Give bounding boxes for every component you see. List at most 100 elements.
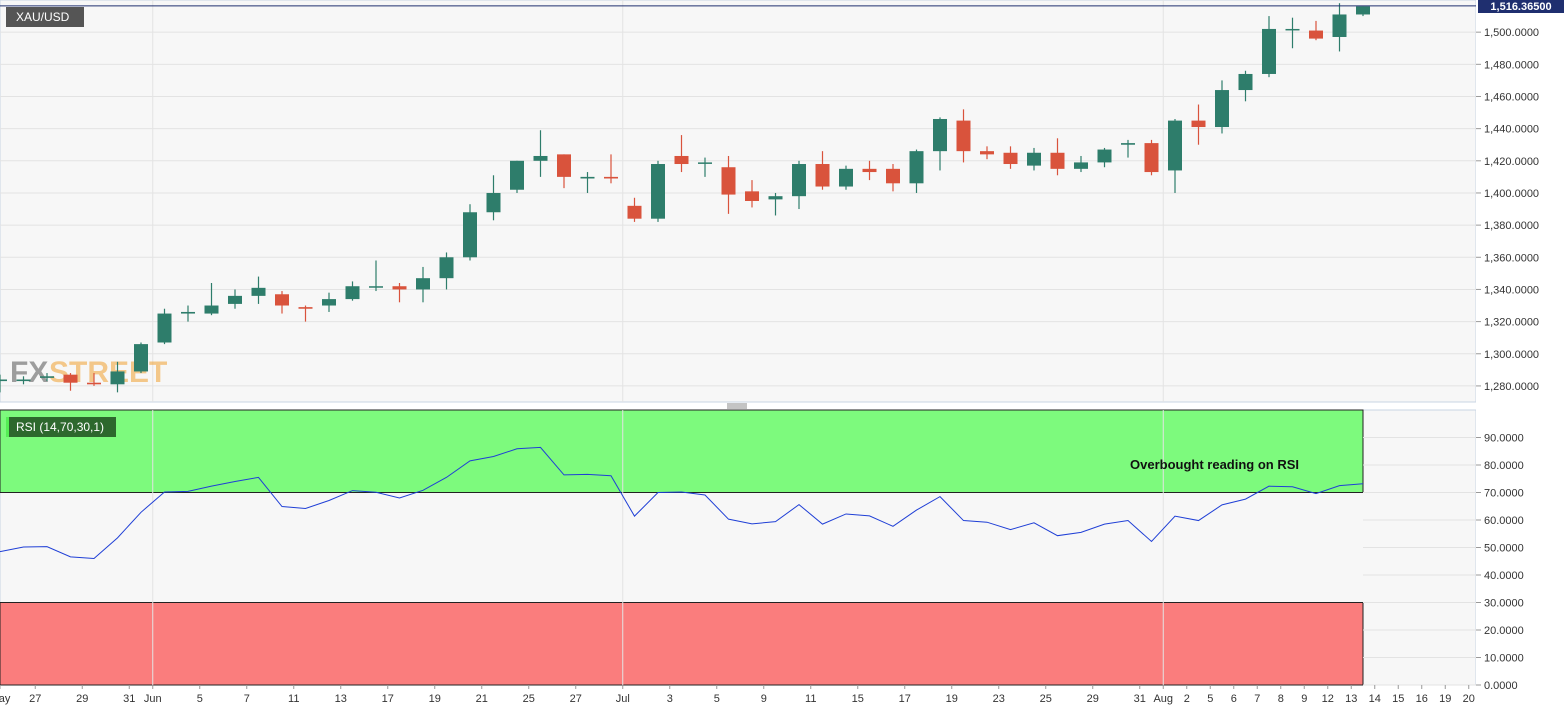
candle-body bbox=[251, 287, 266, 296]
x-tick-label: 19 bbox=[429, 693, 441, 705]
candle-body bbox=[110, 371, 125, 385]
candle-body bbox=[40, 376, 54, 378]
candle bbox=[40, 373, 54, 382]
x-tick-label: 11 bbox=[805, 693, 816, 705]
candle bbox=[1238, 70, 1253, 102]
candle-body bbox=[63, 374, 78, 383]
x-tick-label: 15 bbox=[1392, 693, 1404, 705]
rsi-gridlines bbox=[1363, 437, 1476, 686]
x-tick-label: 25 bbox=[523, 693, 535, 705]
x-tick-label: 17 bbox=[382, 693, 394, 705]
candle-body bbox=[1238, 73, 1253, 91]
price-panel-background bbox=[0, 0, 1477, 403]
candle bbox=[1168, 118, 1182, 193]
price-gridlines bbox=[0, 31, 1476, 387]
rsi-tick-label: 20.0000 bbox=[1484, 625, 1524, 637]
candle-body bbox=[580, 176, 595, 179]
rsi-annotation: Overbought reading on RSI bbox=[1130, 457, 1299, 472]
x-tick-label: 20 bbox=[1463, 693, 1475, 705]
candle bbox=[557, 154, 571, 189]
price-y-axis: 1,280.0000 1,300.0000 1,320.0000 1,340.0000… bbox=[1476, 27, 1539, 393]
rsi-tick-label: 60.0000 bbox=[1484, 515, 1524, 527]
x-axis: May272931Jun5711131719212527Jul359111517… bbox=[0, 685, 1475, 705]
price-tick-label: 1,340.0000 bbox=[1484, 284, 1539, 296]
rsi-y-axis: 0.0000 10.0000 20.0000 30.0000 40.0000 50.000… bbox=[1476, 433, 1524, 692]
candle bbox=[1332, 3, 1347, 52]
candle bbox=[956, 109, 971, 163]
candle-body bbox=[745, 191, 759, 201]
x-tick-label: 5 bbox=[197, 693, 203, 705]
candle-body bbox=[886, 168, 900, 184]
candle bbox=[698, 157, 712, 177]
candle bbox=[1356, 6, 1370, 17]
price-tick-label: 1,380.0000 bbox=[1484, 220, 1539, 232]
candle bbox=[416, 266, 430, 303]
candle-body bbox=[1168, 120, 1182, 171]
panel-resize-handle[interactable] bbox=[727, 403, 747, 409]
price-tick-label: 1,300.0000 bbox=[1484, 349, 1539, 361]
candle-body bbox=[157, 313, 172, 343]
candle-body bbox=[298, 307, 313, 309]
candle-body bbox=[1121, 143, 1135, 145]
candle-body bbox=[557, 154, 571, 177]
price-tick-label: 1,420.0000 bbox=[1484, 156, 1539, 168]
x-tick-label: 15 bbox=[852, 693, 864, 705]
candle-body bbox=[1356, 6, 1370, 15]
rsi-tick-label: 40.0000 bbox=[1484, 570, 1524, 582]
rsi-tick-label: 30.0000 bbox=[1484, 598, 1524, 610]
candle-body bbox=[345, 286, 360, 300]
candle-body bbox=[1097, 149, 1112, 163]
price-tick-label: 1,500.0000 bbox=[1484, 27, 1539, 39]
candle bbox=[1285, 17, 1300, 49]
rsi-tick-label: 70.0000 bbox=[1484, 488, 1524, 500]
rsi-tick-label: 90.0000 bbox=[1484, 433, 1524, 445]
candle bbox=[604, 154, 618, 184]
candle bbox=[745, 180, 759, 208]
candle bbox=[933, 117, 947, 171]
x-tick-label: 29 bbox=[76, 693, 88, 705]
x-tick-label: 9 bbox=[761, 693, 767, 705]
candle bbox=[862, 160, 877, 181]
price-tick-label: 1,400.0000 bbox=[1484, 188, 1539, 200]
candle bbox=[1121, 139, 1135, 158]
candle bbox=[580, 172, 595, 193]
candle bbox=[134, 342, 148, 374]
rsi-tick-label: 50.0000 bbox=[1484, 543, 1524, 555]
candle-body bbox=[1285, 28, 1300, 31]
candle bbox=[486, 175, 501, 221]
candle bbox=[839, 165, 853, 190]
rsi-zones bbox=[0, 409, 1364, 686]
candle bbox=[510, 160, 524, 193]
x-tick-label: Aug bbox=[1153, 693, 1173, 705]
candle-body bbox=[0, 379, 7, 382]
candle bbox=[16, 376, 31, 385]
candle bbox=[157, 308, 172, 345]
candle bbox=[110, 361, 125, 393]
x-tick-label: 7 bbox=[1254, 693, 1260, 705]
oversold-zone bbox=[0, 602, 1364, 686]
candle-body bbox=[87, 382, 101, 385]
candle-body bbox=[134, 344, 148, 372]
price-tick-label: 1,280.0000 bbox=[1484, 381, 1539, 393]
candle-body bbox=[674, 155, 689, 165]
candle-body bbox=[604, 176, 618, 179]
candle bbox=[1215, 80, 1229, 134]
candle-body bbox=[16, 379, 31, 382]
x-tick-label: 27 bbox=[570, 693, 582, 705]
x-tick-label: 17 bbox=[899, 693, 911, 705]
rsi-indicator-badge-accent bbox=[6, 417, 9, 437]
candle-body bbox=[510, 160, 524, 190]
candle bbox=[392, 283, 407, 303]
candle-body bbox=[792, 164, 806, 197]
rsi-tick-label: 0.0000 bbox=[1484, 680, 1518, 692]
candle-body bbox=[862, 168, 877, 173]
candle-body bbox=[1191, 120, 1206, 128]
x-tick-label: 31 bbox=[1134, 693, 1146, 705]
x-tick-label: 31 bbox=[123, 693, 135, 705]
x-tick-label: 19 bbox=[1439, 693, 1451, 705]
candle bbox=[792, 160, 806, 210]
candle bbox=[275, 291, 289, 314]
candle-body bbox=[721, 167, 736, 195]
